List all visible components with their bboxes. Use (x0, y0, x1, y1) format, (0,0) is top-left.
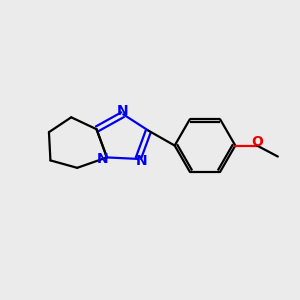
Text: N: N (97, 152, 108, 166)
Text: N: N (117, 104, 128, 118)
Text: N: N (136, 154, 148, 168)
Text: O: O (251, 135, 263, 149)
